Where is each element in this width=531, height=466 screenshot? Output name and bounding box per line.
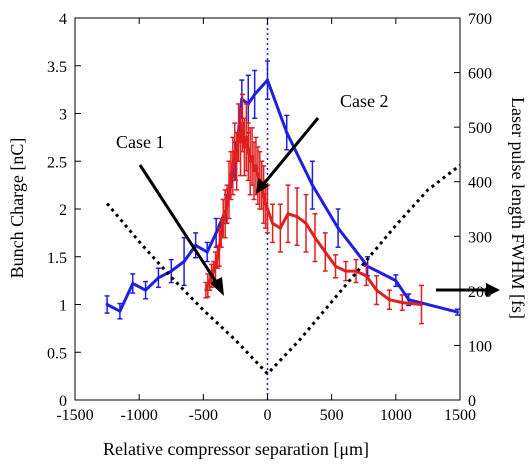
series-1-point <box>354 269 358 273</box>
series-1-point <box>286 212 290 216</box>
series-1-point <box>217 245 221 249</box>
y-left-tick-label: 4 <box>59 11 67 28</box>
y-left-tick-label: 3.5 <box>47 59 67 76</box>
series-0-point <box>156 276 160 280</box>
series-1-point <box>271 221 275 225</box>
series-0-point <box>131 281 135 285</box>
x-axis-label: Relative compressor separation [μm] <box>103 439 369 459</box>
series-1-point <box>295 215 299 219</box>
x-tick-label: -500 <box>189 407 218 424</box>
y-left-tick-label: 1.5 <box>47 250 67 267</box>
series-0-point <box>266 78 269 82</box>
y-axis-left-label: Bunch Charge [nC] <box>7 138 27 279</box>
series-1-point <box>400 301 404 305</box>
series-1-point <box>244 135 248 139</box>
series-1-point <box>208 279 212 283</box>
x-tick-label: -1000 <box>121 407 158 424</box>
y-left-tick-label: 1 <box>59 298 67 315</box>
y-left-tick-label: 2.5 <box>47 154 67 171</box>
series-1-point <box>278 226 282 230</box>
series-1-point <box>206 283 210 287</box>
series-1-point <box>266 207 269 211</box>
series-1-point <box>242 145 246 149</box>
series-1-point <box>313 236 317 240</box>
series-0-point <box>105 303 109 306</box>
y-right-tick-label: 0 <box>468 393 476 410</box>
x-tick-label: -1500 <box>56 407 93 424</box>
series-1-point <box>252 169 256 173</box>
series-1-point <box>239 140 243 144</box>
series-1-point <box>219 231 223 235</box>
series-1-point <box>375 288 379 292</box>
annotation-case-1-arrow <box>138 164 222 289</box>
series-0-point <box>169 269 173 273</box>
series-1-point <box>237 131 241 135</box>
x-tick-label: 1500 <box>444 407 476 424</box>
x-tick-label: 500 <box>320 407 344 424</box>
series-1-point <box>262 193 266 197</box>
series-0-point <box>214 231 218 235</box>
annotation-layer: Case 1 Case 2 <box>116 91 500 297</box>
y-right-tick-label: 100 <box>468 338 492 355</box>
annotation-case-2-arrowhead <box>256 178 269 194</box>
series-1-point <box>256 174 260 178</box>
series-1-point <box>221 217 225 221</box>
series-1-point <box>223 212 227 216</box>
series-1-point <box>364 274 368 278</box>
series-1-point <box>240 121 244 125</box>
series-1-point <box>214 264 218 268</box>
series-1-point <box>233 150 237 154</box>
annotation-case-1-arrowhead <box>210 277 224 296</box>
series-0-point <box>407 298 411 302</box>
y-left-tick-label: 0.5 <box>47 345 67 362</box>
y-left-tick-label: 2 <box>59 202 67 219</box>
series-1-point <box>344 269 348 273</box>
series-1-point <box>250 154 254 158</box>
y-right-tick-label: 700 <box>468 11 492 28</box>
series-1-point <box>235 159 239 163</box>
y-right-tick-label: 400 <box>468 175 492 192</box>
series-1-point <box>387 298 391 302</box>
y-right-tick-label: 500 <box>468 120 492 137</box>
series-layer <box>104 60 461 376</box>
series-0-point <box>253 92 257 96</box>
annotation-case-1: Case 1 <box>116 132 165 152</box>
y-axis-right-label: Laser pulse length FWHM [fs] <box>508 97 528 319</box>
series-1-point <box>215 255 219 259</box>
series-0-point <box>182 260 186 264</box>
annotation-case-2: Case 2 <box>340 91 389 111</box>
series-1-point <box>334 264 338 268</box>
series-1-point <box>225 202 229 206</box>
series-0-point <box>194 243 198 247</box>
series-0-point <box>285 131 289 135</box>
y-right-tick-label: 300 <box>468 229 492 246</box>
series-0-point <box>310 183 314 187</box>
x-tick-label: 1000 <box>380 407 412 424</box>
series-1-point <box>204 288 208 292</box>
y-left-tick-label: 0 <box>59 393 67 410</box>
series-0-point <box>394 279 398 283</box>
series-0-point <box>144 288 148 292</box>
series-0-point <box>336 226 340 230</box>
series-1-point <box>323 250 327 254</box>
series-0-point <box>118 309 122 313</box>
annotation-case-2-arrow <box>260 117 320 187</box>
series-1-point <box>420 303 423 306</box>
series-1-point <box>227 188 231 192</box>
y-right-tick-label: 600 <box>468 66 492 83</box>
series-1-point <box>246 150 250 154</box>
x-tick-label: 0 <box>264 407 272 424</box>
series-0-point <box>205 250 209 254</box>
right-axis-arrowhead <box>486 283 500 297</box>
series-1-point <box>231 164 235 168</box>
series-1-point <box>304 221 308 225</box>
series-1-point <box>212 269 216 273</box>
y-left-tick-label: 3 <box>59 107 67 124</box>
series-0-point <box>455 310 459 314</box>
series-1-point <box>229 174 233 178</box>
series-1-point <box>264 202 268 206</box>
series-1-point <box>248 159 252 163</box>
series-1-point <box>254 164 258 168</box>
